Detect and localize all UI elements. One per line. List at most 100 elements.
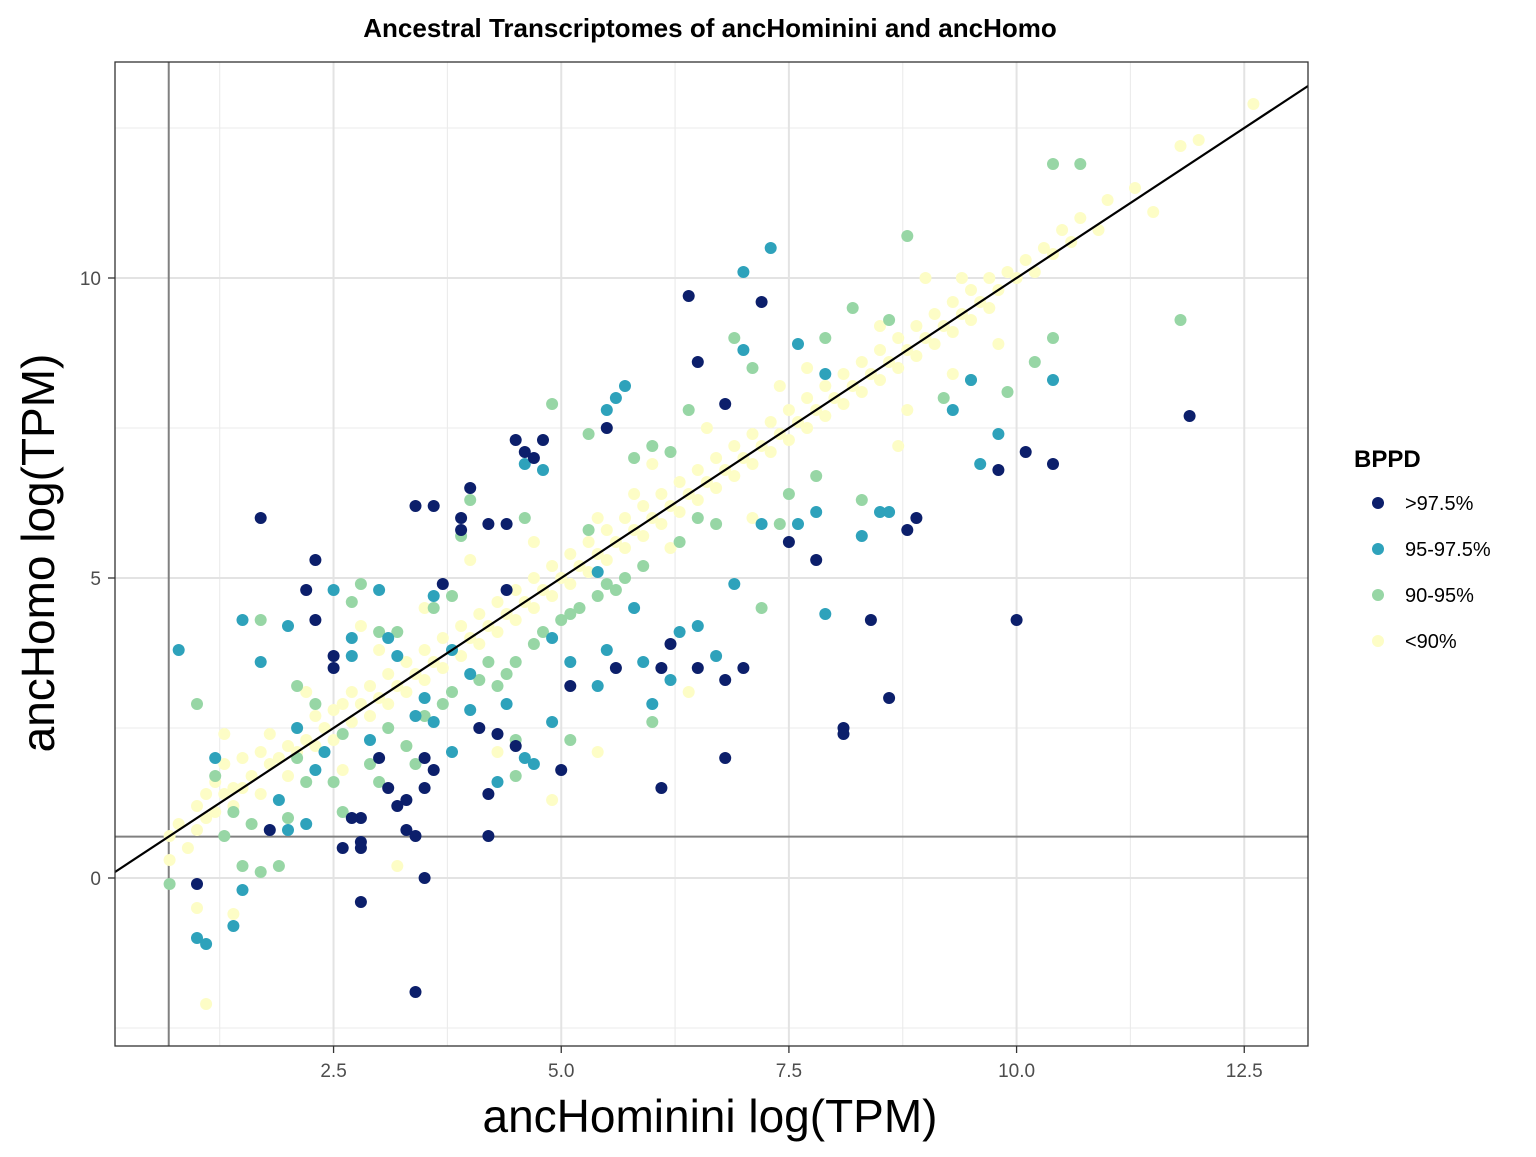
data-point point-95-97-5: [819, 368, 832, 380]
minor-gridlines: [115, 62, 1308, 1046]
data-point point-97-5: [910, 512, 923, 524]
data-point point-95-97-5: [446, 746, 458, 758]
data-point point-90: [801, 392, 814, 404]
data-point point-95-97-5: [318, 746, 331, 758]
data-point point-90-95: [609, 584, 622, 596]
data-point point-97-5: [655, 782, 668, 794]
data-point point-90-95: [710, 518, 723, 530]
data-point point-90-95: [336, 806, 349, 818]
data-point point-90-95: [291, 680, 304, 692]
data-point point-90: [418, 674, 431, 686]
data-point point-90: [582, 536, 595, 548]
data-point point-95-97-5: [491, 776, 504, 788]
data-point point-95-97-5: [464, 668, 477, 680]
data-point point-90-95: [728, 332, 741, 344]
data-point point-90-95: [464, 494, 477, 506]
data-point point-90: [928, 308, 941, 320]
data-point point-95-97-5: [600, 644, 613, 656]
data-point point-95-97-5: [518, 752, 531, 764]
x-axis-ticks: 2.5 5.0 7.5 10.0 12.5: [320, 1046, 1263, 1082]
data-point point-90: [1037, 242, 1050, 254]
data-point point-95-97-5: [427, 716, 440, 728]
data-point point-97-5: [464, 482, 477, 494]
data-point point-90: [819, 380, 832, 392]
data-point point-90: [691, 464, 704, 476]
legend: BPPD >97.5% 95-97.5% 90-95% <90%: [1354, 446, 1491, 653]
data-point point-95-97-5: [364, 734, 376, 746]
data-point point-90-95: [236, 860, 249, 872]
data-point point-95-97-5: [764, 242, 777, 254]
data-point point-90: [746, 512, 759, 524]
data-point point-90-95: [446, 686, 458, 698]
data-point point-90: [819, 410, 832, 422]
y-tick-label: 10: [80, 269, 101, 290]
data-point point-97-5: [1010, 614, 1023, 626]
data-point point-90-95: [427, 602, 440, 614]
data-point point-90: [382, 698, 395, 710]
data-point point-95-97-5: [546, 632, 559, 644]
data-point point-90-95: [782, 488, 795, 500]
data-point point-90: [801, 362, 814, 374]
data-point point-90: [600, 554, 613, 566]
data-point point-95-97-5: [628, 602, 641, 614]
x-tick-label: 5.0: [548, 1061, 574, 1082]
data-point point-90: [1074, 212, 1087, 224]
data-point point-97-5: [418, 752, 431, 764]
diagonal-line: [114, 85, 1309, 873]
data-point point-90: [591, 512, 604, 524]
data-point point-90: [200, 788, 213, 800]
data-point point-97-5: [473, 722, 486, 734]
data-point point-97-5: [564, 680, 577, 692]
data-point point-97-5: [455, 512, 468, 524]
data-point point-95-97-5: [619, 380, 631, 392]
data-point point-90: [855, 386, 868, 398]
data-point point-97-5: [509, 434, 522, 446]
data-point point-95-97-5: [300, 818, 313, 830]
data-point point-90: [218, 728, 231, 740]
data-point point-90: [764, 416, 777, 428]
data-point point-97-5: [400, 824, 413, 836]
data-point point-97-5: [482, 518, 495, 530]
chart-title: Ancestral Transcriptomes of ancHominini …: [363, 13, 1056, 43]
data-point point-95-97-5: [254, 656, 267, 668]
data-point point-90: [509, 584, 522, 596]
data-point point-90-95: [564, 608, 577, 620]
data-point point-95-97-5: [591, 680, 604, 692]
data-point point-95-97-5: [282, 620, 294, 632]
data-point point-90: [254, 746, 267, 758]
data-point point-97-5: [482, 830, 495, 842]
data-point point-90-95: [254, 614, 267, 626]
legend-swatch: [1372, 543, 1384, 555]
legend-title: BPPD: [1354, 446, 1421, 473]
data-point point-90-95: [582, 524, 595, 536]
data-point point-95-97-5: [946, 404, 959, 416]
data-point point-97-5: [500, 518, 513, 530]
data-point point-90: [373, 644, 386, 656]
data-point point-90: [892, 332, 905, 344]
data-point point-97-5: [436, 578, 449, 590]
data-point point-95-97-5: [755, 518, 768, 530]
data-point point-90: [436, 662, 449, 674]
y-tick-label: 0: [90, 869, 101, 890]
data-point point-97-5: [409, 500, 422, 512]
data-point point-90: [464, 554, 477, 566]
panel-border: [114, 61, 1309, 1047]
data-point point-90-95: [646, 440, 659, 452]
data-point point-90-95: [664, 446, 677, 458]
data-point point-90-95: [163, 878, 176, 890]
data-point point-90: [254, 788, 267, 800]
data-point point-90: [673, 476, 686, 488]
data-point point-90: [546, 590, 559, 602]
data-point point-90: [746, 428, 759, 440]
data-point point-95-97-5: [291, 722, 304, 734]
data-point point-90: [400, 656, 413, 668]
data-point point-90: [600, 524, 613, 536]
data-point point-97-5: [327, 662, 340, 674]
data-point point-90: [582, 566, 595, 578]
data-point point-95-97-5: [1047, 374, 1059, 386]
data-point point-90-95: [300, 776, 313, 788]
major-gridlines: [115, 62, 1308, 1046]
data-point point-90-95: [901, 230, 914, 242]
data-point point-90-95: [436, 698, 449, 710]
